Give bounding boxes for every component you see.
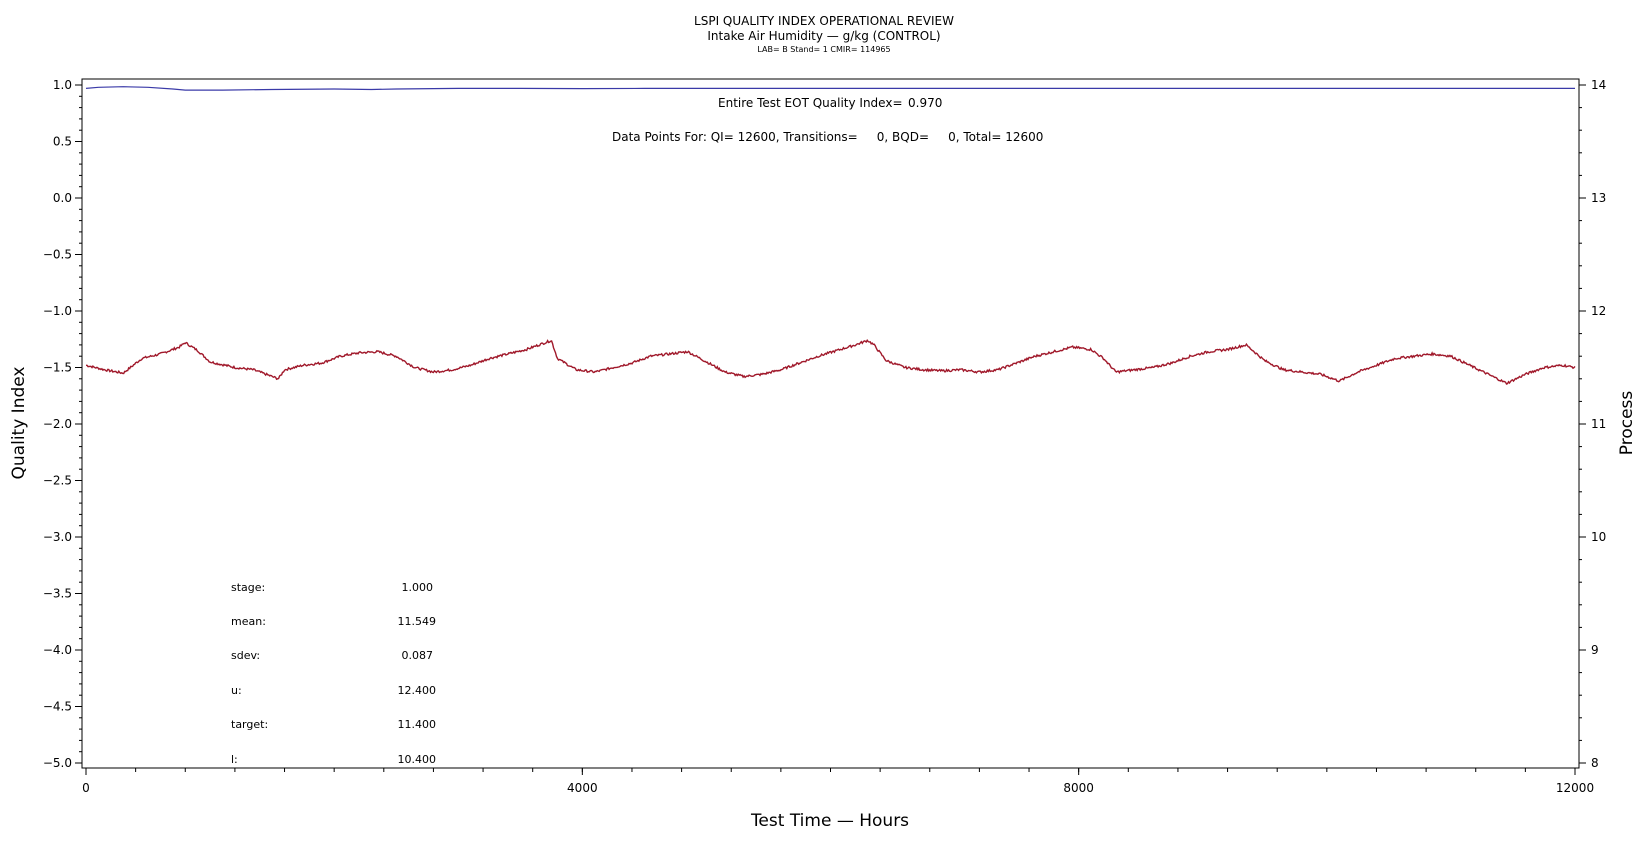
quality-index-line xyxy=(85,86,1575,91)
stat-value: 11.549 xyxy=(398,615,437,628)
y-right-tick-label: 8 xyxy=(1591,756,1599,770)
y-right-tick-label: 12 xyxy=(1591,304,1606,318)
y-left-tick-label: 0.5 xyxy=(53,135,72,149)
y-right-axis-title: Process xyxy=(1617,391,1637,456)
x-tick-label: 4000 xyxy=(567,781,598,795)
y-right-tick-label: 13 xyxy=(1591,191,1606,205)
chart-subtitle: Intake Air Humidity — g/kg (CONTROL) xyxy=(707,29,940,43)
y-right-tick-label: 14 xyxy=(1591,78,1606,92)
y-left-tick-label: −3.5 xyxy=(43,587,72,601)
process-line xyxy=(86,339,1576,385)
y-left-axis-title: Quality Index xyxy=(9,367,29,480)
data-points-line: Data Points For: QI= 12600, Transitions=… xyxy=(612,130,1043,144)
x-tick-label: 0 xyxy=(82,781,90,795)
y-left-tick-label: −4.5 xyxy=(43,700,72,714)
y-left-tick-label: −2.0 xyxy=(43,417,72,431)
bottom-axis: 0 4000 8000 12000 xyxy=(82,768,1594,795)
y-left-tick-label: −1.0 xyxy=(43,304,72,318)
stat-value: 11.400 xyxy=(398,718,437,731)
y-left-tick-label: −5.0 xyxy=(43,756,72,770)
stat-label: stage: xyxy=(231,581,265,594)
x-tick-label: 8000 xyxy=(1063,781,1094,795)
chart-caption: LAB= B Stand= 1 CMIR= 114965 xyxy=(757,45,890,54)
y-right-tick-label: 9 xyxy=(1591,643,1599,657)
stat-value: 10.400 xyxy=(398,753,437,766)
stat-value: 12.400 xyxy=(398,684,437,697)
y-left-tick-label: −0.5 xyxy=(43,248,72,262)
y-right-tick-label: 10 xyxy=(1591,530,1606,544)
y-left-tick-label: 1.0 xyxy=(53,78,72,92)
x-axis-title: Test Time — Hours xyxy=(750,811,909,831)
stat-label: sdev: xyxy=(231,649,260,662)
stat-label: u: xyxy=(231,684,242,697)
x-tick-label: 12000 xyxy=(1556,781,1594,795)
y-left-tick-label: −3.0 xyxy=(43,530,72,544)
y-left-tick-label: 0.0 xyxy=(53,191,72,205)
y-left-tick-label: −2.5 xyxy=(43,474,72,488)
y-left-tick-label: −1.5 xyxy=(43,361,72,375)
left-axis: 1.0 0.5 0.0 −0.5 −1.0 −1.5 −2.0 −2.5 −3.0 −3.5 −4.… xyxy=(43,78,82,770)
right-axis: 14 13 12 11 10 9 8 xyxy=(1579,78,1606,770)
chart-title: LSPI QUALITY INDEX OPERATIONAL REVIEW xyxy=(694,14,954,28)
y-right-tick-label: 11 xyxy=(1591,417,1606,431)
stat-label: mean: xyxy=(231,615,266,628)
stat-value: 1.000 xyxy=(402,581,434,594)
stat-label: target: xyxy=(231,718,268,731)
eot-label: Entire Test EOT Quality Index= xyxy=(718,96,903,110)
y-left-tick-label: −4.0 xyxy=(43,643,72,657)
eot-value: 0.970 xyxy=(908,96,942,110)
stat-label: l: xyxy=(231,753,238,766)
stat-value: 0.087 xyxy=(402,649,434,662)
plot-frame xyxy=(81,78,1580,769)
